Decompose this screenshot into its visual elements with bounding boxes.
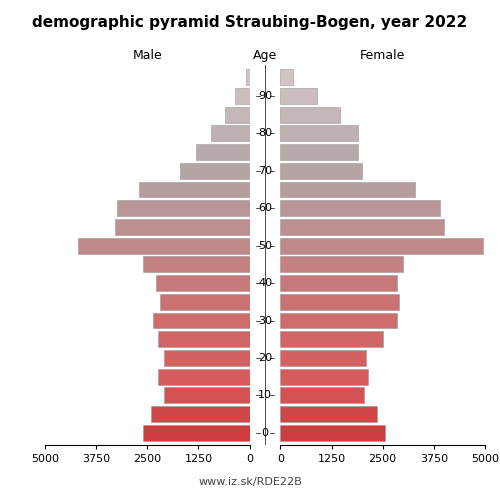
Bar <box>280 312 397 328</box>
Bar <box>280 406 376 422</box>
Bar <box>280 163 362 178</box>
Bar <box>116 200 250 216</box>
Text: 40: 40 <box>258 278 272 288</box>
Bar <box>280 182 415 198</box>
Bar <box>280 88 317 104</box>
Title: Male: Male <box>132 50 162 62</box>
Bar <box>280 350 366 366</box>
Bar <box>196 144 250 160</box>
Bar <box>164 388 250 404</box>
Bar <box>225 106 250 122</box>
Bar <box>139 182 250 198</box>
Text: 70: 70 <box>258 166 272 176</box>
Text: 20: 20 <box>258 353 272 363</box>
Bar <box>154 312 250 328</box>
Bar <box>158 332 250 347</box>
Bar <box>280 238 483 254</box>
Bar <box>280 126 358 142</box>
Text: www.iz.sk/RDE22B: www.iz.sk/RDE22B <box>198 478 302 488</box>
Bar <box>211 126 250 142</box>
Text: 10: 10 <box>258 390 272 400</box>
Title: Age: Age <box>253 50 277 62</box>
Bar <box>280 144 358 160</box>
Text: 60: 60 <box>258 203 272 213</box>
Bar <box>280 200 440 216</box>
Bar <box>180 163 250 178</box>
Bar <box>280 388 364 404</box>
Bar <box>143 256 250 272</box>
Bar <box>280 69 292 85</box>
Bar <box>280 294 399 310</box>
Bar <box>280 425 384 441</box>
Bar <box>280 332 382 347</box>
Text: 50: 50 <box>258 240 272 250</box>
Bar <box>280 256 403 272</box>
Bar <box>280 368 368 384</box>
Bar <box>158 368 250 384</box>
Bar <box>280 219 444 235</box>
Title: Female: Female <box>360 50 406 62</box>
Bar <box>143 425 250 441</box>
Text: 30: 30 <box>258 316 272 326</box>
Bar <box>164 350 250 366</box>
Bar <box>160 294 250 310</box>
Bar <box>114 219 250 235</box>
Text: 0: 0 <box>262 428 268 438</box>
Bar <box>280 106 340 122</box>
Bar <box>246 69 250 85</box>
Bar <box>280 275 397 291</box>
Text: 90: 90 <box>258 91 272 101</box>
Bar <box>78 238 250 254</box>
Bar <box>156 275 250 291</box>
Text: 80: 80 <box>258 128 272 138</box>
Bar <box>152 406 250 422</box>
Bar <box>236 88 250 104</box>
Text: demographic pyramid Straubing-Bogen, year 2022: demographic pyramid Straubing-Bogen, yea… <box>32 15 468 30</box>
